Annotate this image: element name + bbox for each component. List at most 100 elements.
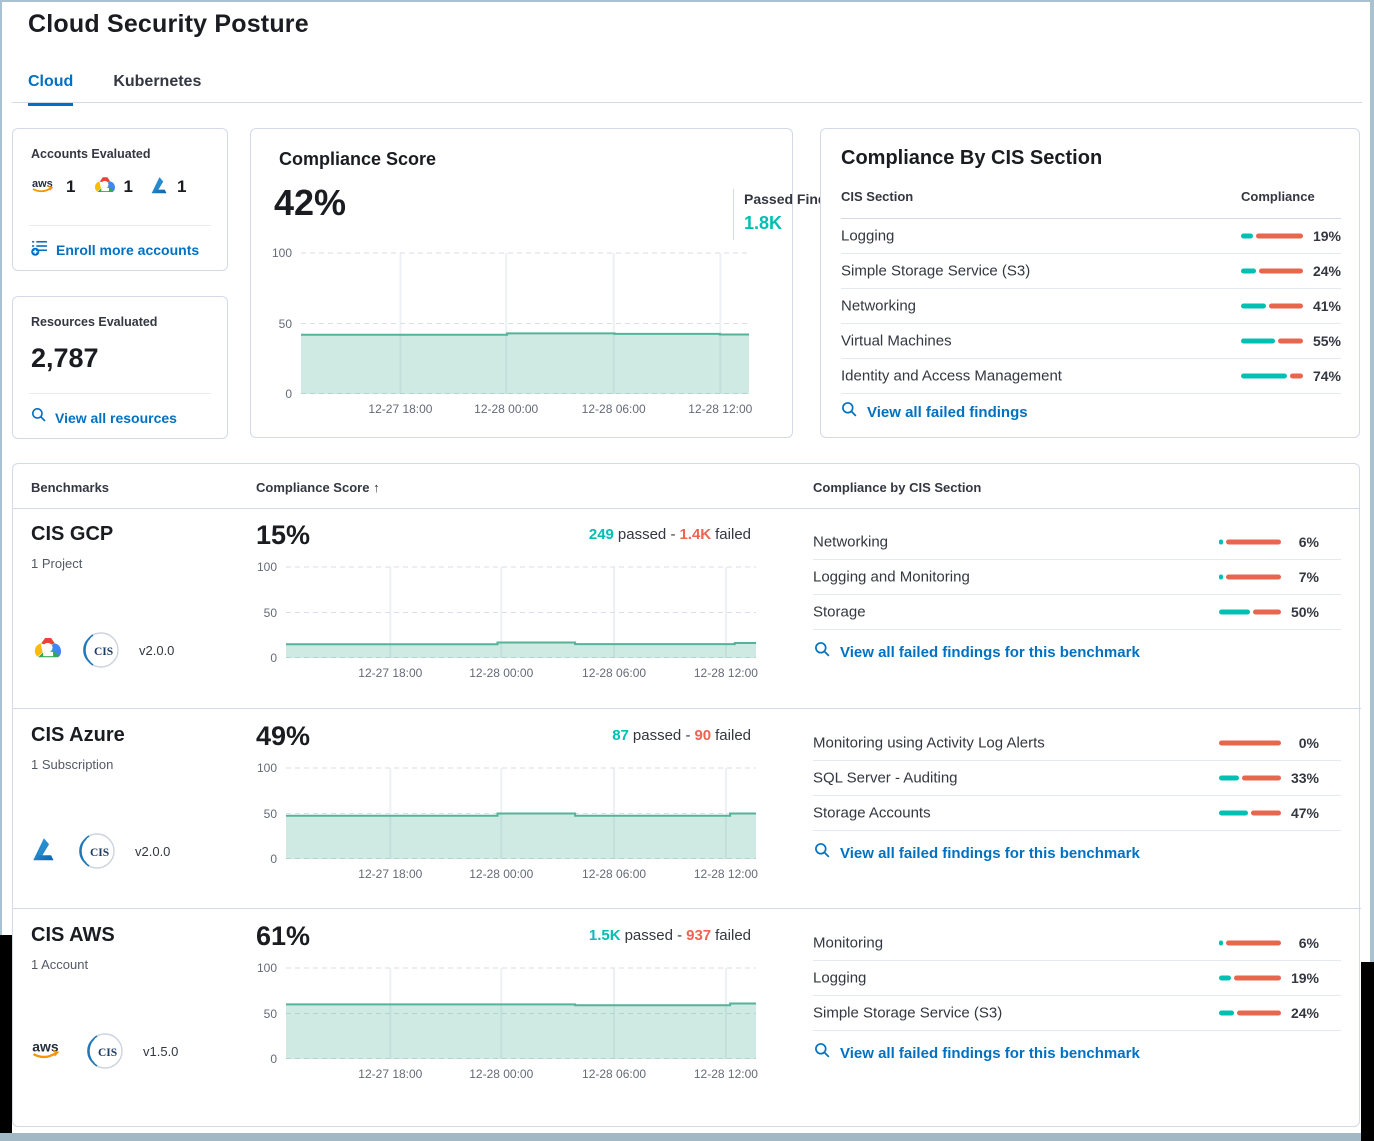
- enroll-more-accounts-link[interactable]: Enroll more accounts: [31, 239, 199, 261]
- divider: [29, 225, 211, 226]
- benchmark-version: v2.0.0: [135, 843, 171, 859]
- table-row: Networking 6%: [813, 525, 1341, 560]
- window-frame: [0, 0, 1374, 2]
- section-pct: 19%: [1312, 228, 1341, 244]
- svg-text:aws: aws: [32, 1038, 59, 1054]
- benchmarks-table-card: Benchmarks Compliance Score ↑ Compliance…: [12, 463, 1361, 1127]
- compliance-bar: [1241, 303, 1303, 309]
- passed-findings-value: 1.8K: [744, 213, 783, 233]
- section-label: SQL Server - Auditing: [813, 769, 958, 787]
- cis-icon: CIS: [75, 829, 117, 873]
- benchmark-name: CIS Azure: [31, 724, 125, 746]
- tab-kubernetes[interactable]: Kubernetes: [113, 73, 202, 90]
- aws-account-count: aws 1: [31, 175, 75, 200]
- tabs-divider: [12, 102, 1362, 103]
- view-failed-findings-benchmark-link[interactable]: View all failed findings for this benchm…: [814, 1042, 1140, 1064]
- table-row: Monitoring 6%: [813, 926, 1341, 961]
- compliance-bar: [1219, 940, 1281, 946]
- svg-text:CIS: CIS: [94, 646, 113, 658]
- compliance-bar: [1219, 810, 1281, 816]
- benchmark-subtitle: 1 Project: [31, 556, 83, 571]
- view-failed-findings-benchmark-label: View all failed findings for this benchm…: [840, 643, 1140, 661]
- compliance-score-trend-chart: 100 50 0 12-27 18:00 12-28 00:00 12-28 06:00 1…: [272, 246, 752, 416]
- section-pct: 6%: [1298, 935, 1319, 951]
- accounts-card-title: Accounts Evaluated: [31, 147, 151, 161]
- benchmark-version: v2.0.0: [139, 642, 175, 658]
- section-label: Logging: [813, 969, 867, 987]
- azure-icon: [31, 835, 61, 868]
- table-row: Storage 50%: [813, 595, 1341, 630]
- section-pct: 24%: [1290, 1005, 1319, 1021]
- compliance-bar: [1241, 268, 1303, 274]
- view-failed-findings-benchmark-label: View all failed findings for this benchm…: [840, 844, 1140, 862]
- x-axis-tick: 12-28 06:00: [582, 867, 647, 881]
- compliance-bar: [1241, 233, 1303, 239]
- y-axis-tick: 50: [263, 605, 277, 620]
- compliance-bar: [1219, 574, 1281, 580]
- benchmark-subtitle: 1 Account: [31, 957, 89, 972]
- x-axis-tick: 12-27 18:00: [358, 867, 423, 881]
- x-axis-tick: 12-27 18:00: [358, 1067, 423, 1081]
- benchmark-row-cis-azure: CIS Azure 1 Subscription CIS v2.0.0 49% …: [13, 708, 1361, 908]
- section-label: Simple Storage Service (S3): [841, 262, 1031, 280]
- tab-cloud[interactable]: Cloud: [28, 73, 74, 106]
- azure-icon: [150, 175, 172, 200]
- page-title: Cloud Security Posture: [28, 10, 309, 38]
- compliance-column-header: Compliance: [1241, 189, 1315, 204]
- table-row: Logging 19%: [813, 961, 1341, 996]
- view-all-resources-link[interactable]: View all resources: [31, 407, 177, 428]
- aws-icon: aws: [31, 1036, 69, 1067]
- view-failed-findings-benchmark-link[interactable]: View all failed findings for this benchm…: [814, 842, 1140, 864]
- x-axis-tick: 12-28 00:00: [469, 666, 534, 680]
- y-axis-tick: 50: [263, 806, 277, 821]
- x-axis-tick: 12-28 12:00: [693, 1067, 758, 1081]
- benchmark-subtitle: 1 Subscription: [31, 757, 114, 772]
- compliance-by-cis-section-column-header: Compliance by CIS Section: [813, 480, 982, 495]
- search-icon: [814, 641, 831, 663]
- section-label: Storage: [813, 603, 866, 621]
- view-all-resources-label: View all resources: [55, 409, 177, 426]
- tab-bar: Cloud Kubernetes: [28, 73, 201, 106]
- benchmark-row-cis-gcp: CIS GCP 1 Project CIS v2.0.0 15% 249 pass…: [13, 508, 1361, 708]
- y-axis-tick: 0: [270, 852, 277, 866]
- table-row: Identity and Access Management 74%: [841, 359, 1341, 394]
- benchmark-logos: CIS v2.0.0: [31, 628, 174, 672]
- x-axis-tick: 12-28 00:00: [474, 402, 539, 416]
- provider-counts: aws 1 1 1: [31, 174, 209, 200]
- gcp-account-count: 1: [92, 174, 133, 200]
- view-all-failed-findings-link[interactable]: View all failed findings: [841, 401, 1028, 423]
- gcp-icon: [92, 174, 118, 200]
- svg-text:CIS: CIS: [98, 1047, 117, 1059]
- compliance-by-cis-section-card: Compliance By CIS Section CIS Section Co…: [820, 128, 1360, 438]
- y-axis-tick: 50: [263, 1006, 277, 1021]
- gcp-icon: [31, 634, 65, 666]
- azure-count: 1: [176, 177, 187, 196]
- compliance-score-card: Compliance Score 42% Passed Findings 1.8…: [250, 128, 995, 438]
- svg-text:CIS: CIS: [90, 847, 109, 859]
- section-label: Logging and Monitoring: [813, 568, 970, 586]
- section-label: Virtual Machines: [841, 332, 952, 350]
- section-pct: 50%: [1290, 604, 1319, 620]
- benchmark-name: CIS GCP: [31, 523, 114, 545]
- y-axis-tick: 100: [271, 246, 292, 260]
- compliance-score-value: 42%: [274, 182, 347, 223]
- x-axis-tick: 12-28 12:00: [693, 666, 758, 680]
- window-frame: [1370, 0, 1374, 1141]
- compliance-bar: [1219, 609, 1281, 615]
- view-failed-findings-benchmark-link[interactable]: View all failed findings for this benchm…: [814, 641, 1140, 663]
- aws-count: 1: [66, 177, 76, 196]
- benchmark-trend-chart: 100 50 0 12-27 18:00 12-28 00:00 12-28 06:00 1…: [257, 961, 758, 1081]
- table-row: Networking 41%: [841, 289, 1341, 324]
- compliance-score-column-header[interactable]: Compliance Score ↑: [256, 480, 380, 495]
- compliance-bar: [1241, 338, 1303, 344]
- benchmark-logos: aws CIS v1.5.0: [31, 1029, 178, 1073]
- passed-failed-summary: 87 passed -90 failed: [612, 727, 751, 744]
- table-row: Storage Accounts 47%: [813, 796, 1341, 831]
- compliance-bar: [1219, 975, 1281, 981]
- search-icon: [841, 401, 858, 423]
- y-axis-tick: 0: [270, 651, 277, 665]
- section-label: Monitoring: [813, 934, 884, 952]
- resources-evaluated-card: Resources Evaluated 2,787 View all resou…: [12, 296, 228, 439]
- section-label: Networking: [813, 533, 889, 551]
